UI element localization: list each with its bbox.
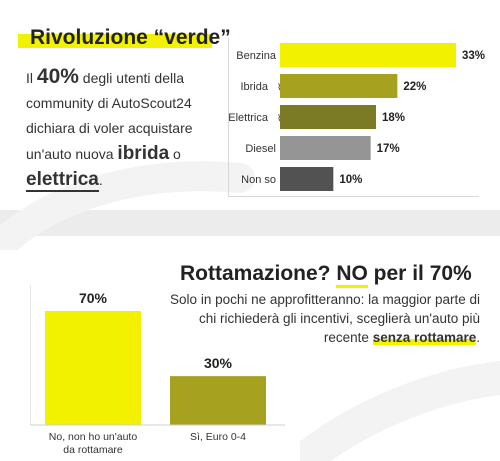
plug-icon: ⌇ bbox=[277, 113, 281, 123]
scrappage-category-label: Sì, Euro 0-4 bbox=[190, 431, 246, 443]
scrappage-category-line: No, non ho un'auto bbox=[49, 431, 138, 443]
rottamazione-subtitle-emphasis: senza rottamare bbox=[372, 330, 477, 345]
fuel-chart-frame bbox=[228, 38, 479, 197]
fuel-value-label: 18% bbox=[382, 112, 405, 124]
plug-icon: ⌇ bbox=[277, 82, 281, 92]
intro-text-part: . bbox=[98, 172, 103, 188]
fuel-preference-chart: Benzina 33% Ibrida ⌇ 22% Elettrica ⌇ 18% Diesel 1… bbox=[228, 43, 485, 191]
fuel-value-label: 22% bbox=[403, 81, 426, 93]
fuel-value-label: 10% bbox=[339, 174, 362, 186]
intro-title: Rivoluzione “verde” bbox=[30, 26, 231, 49]
rottamazione-title-part: per il 70% bbox=[367, 262, 472, 285]
rottamazione-subtitle-part: Solo in pochi ne approfitteranno: la mag… bbox=[170, 292, 480, 345]
scrappage-bar bbox=[170, 376, 266, 425]
scrappage-value-label: 30% bbox=[204, 355, 233, 371]
scrappage-category-label: No, non ho un'auto da rottamare bbox=[49, 431, 138, 456]
fuel-category-label: Diesel bbox=[245, 143, 276, 155]
title-highlight bbox=[18, 34, 212, 48]
fuel-category-label: Benzina bbox=[236, 50, 277, 62]
fuel-bar bbox=[280, 74, 398, 98]
fuel-bar bbox=[280, 43, 456, 67]
intro-highlight-hybrid: ibrida bbox=[117, 143, 170, 164]
fuel-bar bbox=[280, 105, 376, 129]
fuel-value-label: 33% bbox=[462, 50, 485, 62]
scrappage-category-line: Sì, Euro 0-4 bbox=[190, 431, 246, 443]
fuel-value-label: 17% bbox=[377, 143, 400, 155]
intro-text-part: Il bbox=[26, 70, 37, 86]
intro-percentage: 40% bbox=[36, 65, 79, 88]
scrappage-category-line: da rottamare bbox=[63, 444, 123, 456]
rottamazione-subtitle: Solo in pochi ne approfitteranno: la mag… bbox=[170, 290, 480, 347]
rottamazione-title: Rottamazione? NO per il 70% bbox=[180, 262, 472, 288]
fuel-category-label: Non so bbox=[241, 174, 276, 186]
rottamazione-title-no: NO bbox=[336, 262, 368, 288]
fuel-bar bbox=[280, 136, 371, 160]
intro-text: Il 40% degli utenti della community di A… bbox=[26, 64, 226, 193]
rottamazione-subtitle-part: . bbox=[476, 330, 480, 345]
scrappage-bar bbox=[45, 311, 141, 425]
scrappage-chart: 70% No, non ho un'auto da rottamare 30% Sì, … bbox=[30, 285, 285, 456]
fuel-category-label: Elettrica bbox=[228, 112, 269, 124]
rottamazione-title-part: Rottamazione? bbox=[180, 262, 337, 285]
intro-text-part: o bbox=[169, 146, 181, 162]
intro-text-part: degli utenti della community di AutoScou… bbox=[26, 70, 193, 162]
scrappage-value-label: 70% bbox=[79, 290, 108, 306]
section-divider bbox=[0, 210, 500, 236]
fuel-bar bbox=[280, 167, 334, 191]
intro-highlight-electric: elettrica bbox=[26, 169, 99, 192]
fuel-category-label: Ibrida bbox=[240, 81, 268, 93]
